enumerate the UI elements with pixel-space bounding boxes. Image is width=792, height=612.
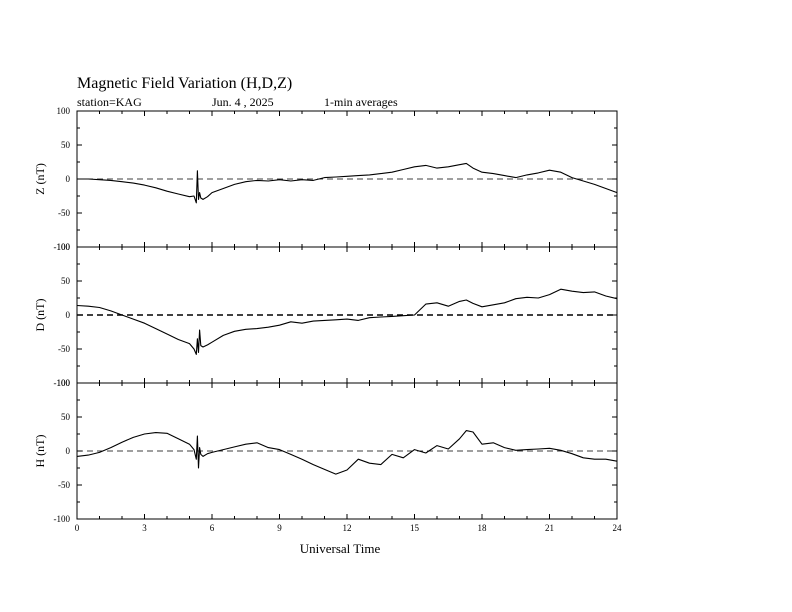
y-tick-label: -50 <box>58 208 70 218</box>
x-tick-label: 15 <box>410 523 420 533</box>
x-tick-label: 0 <box>75 523 80 533</box>
x-tick-label: 21 <box>545 523 554 533</box>
y-axis-label: H (nT) <box>33 435 47 468</box>
y-tick-label: 100 <box>57 106 71 116</box>
y-tick-label: -100 <box>54 242 71 252</box>
y-tick-label: 50 <box>61 140 71 150</box>
y-axis-label: D (nT) <box>33 299 47 332</box>
averaging-label: 1-min averages <box>324 95 398 109</box>
x-tick-label: 3 <box>142 523 147 533</box>
x-tick-label: 9 <box>277 523 282 533</box>
x-tick-label: 24 <box>613 523 623 533</box>
y-tick-label: -100 <box>54 378 71 388</box>
series-line <box>76 430 618 475</box>
station-label: station=KAG <box>77 95 142 109</box>
y-tick-label: 50 <box>61 412 71 422</box>
panel-3: 100 50 0 -50 -100 H (nT) <box>33 378 618 524</box>
x-axis-label: Universal Time <box>300 541 381 556</box>
y-tick-label: 0 <box>66 310 71 320</box>
y-tick-label: -50 <box>58 480 70 490</box>
series-line <box>77 162 618 204</box>
y-tick-label: 100 <box>57 242 71 252</box>
y-axis-label: Z (nT) <box>33 163 47 195</box>
panel-1: 100 50 0 -50 -100 Z (nT) <box>33 106 618 252</box>
y-tick-label: 0 <box>66 174 71 184</box>
x-tick-label: 6 <box>210 523 215 533</box>
y-tick-label: -50 <box>58 344 70 354</box>
date-label: Jun. 4 , 2025 <box>212 95 274 109</box>
y-tick-label: -100 <box>54 514 71 524</box>
panel-2: 100 50 0 -50 -100 D (nT) <box>33 242 618 388</box>
y-tick-label: 0 <box>66 446 71 456</box>
chart-title: Magnetic Field Variation (H,D,Z) <box>77 75 293 92</box>
series-line <box>76 288 618 355</box>
x-tick-label: 18 <box>478 523 488 533</box>
y-tick-label: 50 <box>61 276 71 286</box>
y-tick-label: 100 <box>57 378 71 388</box>
x-tick-label: 12 <box>343 523 352 533</box>
